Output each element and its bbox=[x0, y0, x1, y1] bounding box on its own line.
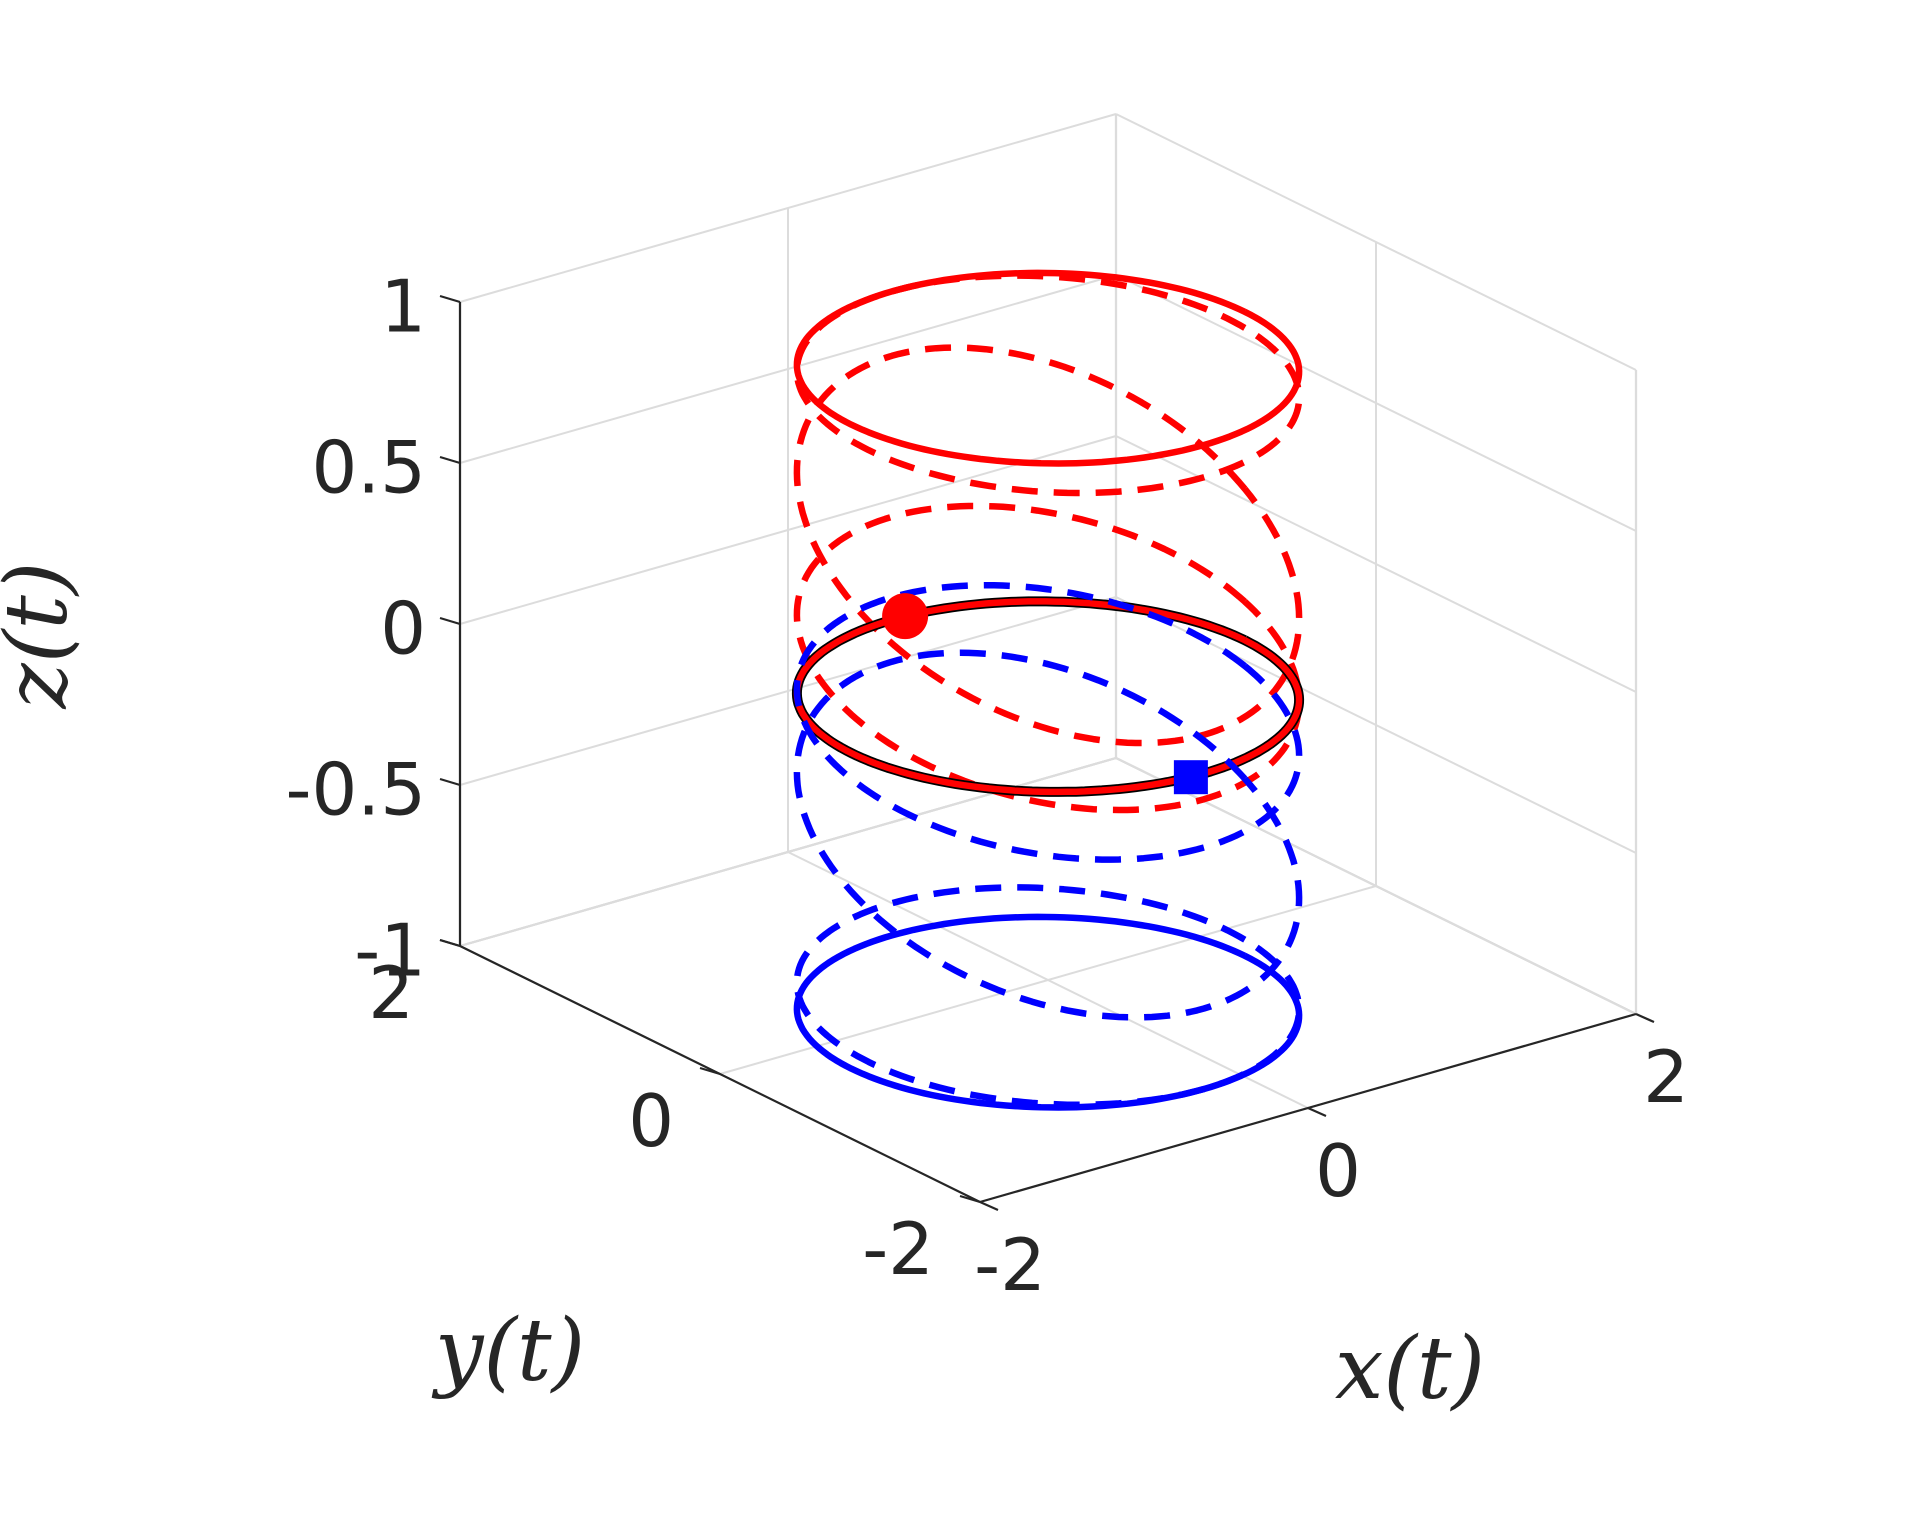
y-tick-0 bbox=[959, 1194, 981, 1204]
x-tick-label-2: 2 bbox=[1643, 1035, 1689, 1119]
y-tick-label-1: 0 bbox=[628, 1079, 674, 1163]
series-line-3 bbox=[793, 502, 1303, 814]
label-layer: -1 -0.5 0 0.5 1 -2 0 2 -2 0 2 y(t) x(t) z(t) bbox=[0, 265, 1689, 1419]
x-tick-label-1: 0 bbox=[1315, 1129, 1361, 1213]
x-axis-label: x(t) bbox=[1335, 1319, 1485, 1419]
x-tick-1 bbox=[1307, 1106, 1327, 1118]
z-tick-3 bbox=[439, 455, 461, 465]
z-tick-1 bbox=[439, 777, 461, 787]
x-tick-label-0: -2 bbox=[974, 1223, 1046, 1307]
z-tick-label-1: -0.5 bbox=[286, 748, 426, 832]
z-tick-4 bbox=[439, 294, 461, 304]
grid-layer bbox=[458, 113, 1638, 1203]
x-tick-2 bbox=[1635, 1012, 1655, 1024]
marker-layer bbox=[882, 593, 1208, 795]
marker-circle-0 bbox=[882, 593, 929, 640]
y-tick-1 bbox=[699, 1066, 721, 1076]
z-tick-label-2: 0 bbox=[380, 587, 426, 671]
y-tick-label-0: -2 bbox=[862, 1207, 934, 1291]
z-tick-label-4: 1 bbox=[380, 265, 426, 349]
marker-square-1 bbox=[1173, 760, 1208, 795]
series-line-9 bbox=[793, 913, 1303, 1111]
series-line-0 bbox=[793, 269, 1303, 467]
series-line-2 bbox=[793, 344, 1303, 747]
y-tick-2 bbox=[439, 938, 461, 948]
axes-layer bbox=[439, 294, 1655, 1212]
z-tick-label-0: -1 bbox=[354, 909, 426, 993]
y-tick-label-2: 2 bbox=[368, 951, 414, 1035]
grid-y-floor-1 bbox=[719, 885, 1377, 1075]
z-axis-label: z(t) bbox=[0, 562, 87, 710]
x-tick-0 bbox=[979, 1200, 999, 1212]
series-layer bbox=[791, 269, 1305, 1111]
y-axis-label: y(t) bbox=[431, 1301, 585, 1401]
series-line-7 bbox=[793, 649, 1303, 1021]
z-tick-2 bbox=[439, 616, 461, 626]
series-line-5 bbox=[793, 598, 1303, 796]
z-tick-label-3: 0.5 bbox=[311, 426, 426, 510]
